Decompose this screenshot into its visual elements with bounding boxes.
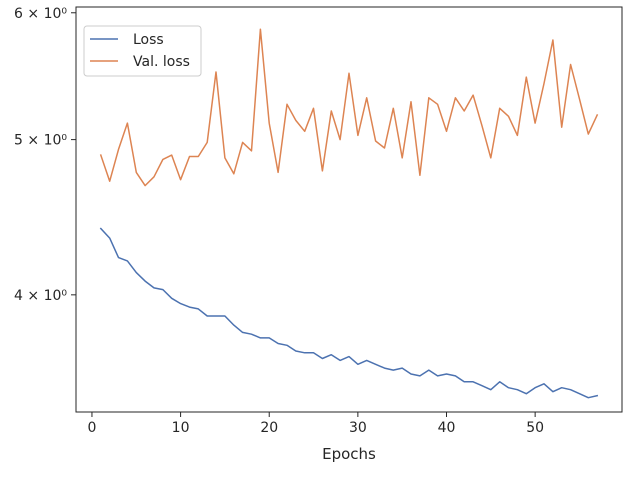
legend: Loss Val. loss [83,25,202,77]
y-tick-label: 4 × 10⁰ [14,288,67,304]
y-axis: 4 × 10⁰ 5 × 10⁰ 6 × 10⁰ [14,6,76,304]
y-tick-label: 5 × 10⁰ [14,133,67,149]
legend-label: Val. loss [133,54,190,70]
x-axis: 0 10 20 30 40 50 [87,412,544,436]
x-tick-label: 30 [349,420,367,436]
x-tick-label: 40 [438,420,456,436]
x-tick-label: 10 [172,420,190,436]
plot-frame [75,6,623,413]
x-axis-label: Epochs [322,445,376,463]
plot-area [99,28,599,399]
x-tick-label: 20 [260,420,278,436]
y-tick-label: 6 × 10⁰ [14,6,67,22]
x-tick-label: 50 [526,420,544,436]
legend-label: Loss [133,32,164,48]
x-tick-label: 0 [87,420,96,436]
series-line-loss [99,227,599,399]
series-line-val-loss [99,28,599,187]
